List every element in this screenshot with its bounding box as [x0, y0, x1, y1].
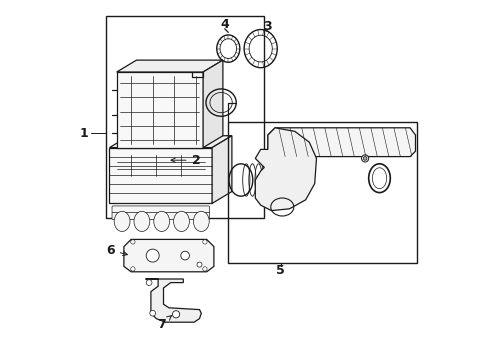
Polygon shape: [267, 128, 415, 157]
Circle shape: [181, 251, 189, 260]
Bar: [228, 122, 416, 263]
Polygon shape: [117, 72, 203, 148]
Circle shape: [172, 311, 179, 318]
Ellipse shape: [193, 211, 209, 231]
Ellipse shape: [153, 211, 169, 231]
Circle shape: [146, 280, 152, 285]
Polygon shape: [255, 128, 316, 211]
Polygon shape: [212, 136, 231, 203]
Circle shape: [203, 240, 206, 244]
Ellipse shape: [134, 211, 149, 231]
Circle shape: [197, 262, 202, 267]
Text: 6: 6: [106, 244, 127, 257]
Circle shape: [130, 240, 135, 244]
Circle shape: [363, 157, 366, 160]
Text: 3: 3: [263, 21, 272, 33]
Circle shape: [149, 310, 155, 316]
Circle shape: [361, 155, 368, 162]
Text: 2: 2: [171, 154, 200, 167]
FancyBboxPatch shape: [112, 206, 209, 213]
Polygon shape: [109, 148, 212, 203]
Text: 4: 4: [220, 18, 228, 31]
Polygon shape: [145, 279, 201, 322]
Polygon shape: [203, 60, 223, 148]
Text: 5: 5: [276, 264, 285, 276]
FancyBboxPatch shape: [112, 212, 209, 220]
Circle shape: [203, 267, 206, 271]
Polygon shape: [117, 60, 223, 72]
Polygon shape: [123, 239, 213, 272]
Text: 1: 1: [80, 127, 88, 140]
Bar: [106, 16, 264, 218]
Ellipse shape: [114, 211, 130, 231]
Circle shape: [146, 249, 159, 262]
Text: 7: 7: [157, 316, 171, 330]
Circle shape: [130, 267, 135, 271]
Polygon shape: [109, 136, 231, 148]
Ellipse shape: [173, 211, 189, 231]
